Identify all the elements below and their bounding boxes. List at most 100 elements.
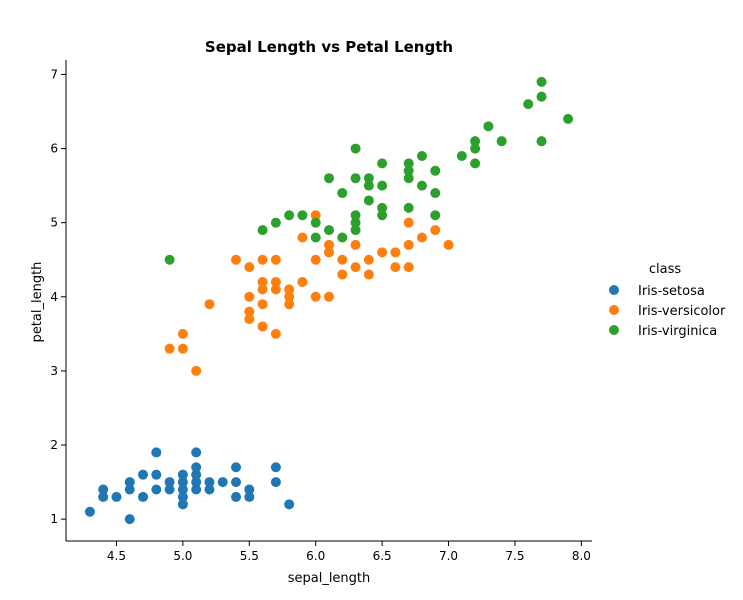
data-point bbox=[98, 484, 109, 495]
x-tick-label: 7.5 bbox=[505, 549, 524, 563]
data-point bbox=[177, 328, 188, 339]
data-point bbox=[270, 462, 281, 473]
data-point bbox=[270, 328, 281, 339]
data-point bbox=[430, 188, 441, 199]
data-point bbox=[403, 173, 414, 184]
y-tick-label: 7 bbox=[50, 67, 58, 81]
data-point bbox=[523, 99, 534, 110]
data-point bbox=[483, 121, 494, 132]
data-point bbox=[310, 232, 321, 243]
data-point bbox=[563, 113, 574, 124]
data-point bbox=[297, 232, 308, 243]
data-point bbox=[416, 150, 427, 161]
data-point bbox=[430, 210, 441, 221]
data-point bbox=[231, 254, 242, 265]
x-tick-label: 5.5 bbox=[240, 549, 259, 563]
data-point bbox=[377, 180, 388, 191]
data-point bbox=[138, 469, 149, 480]
data-point bbox=[191, 469, 202, 480]
data-point bbox=[138, 491, 149, 502]
data-point bbox=[177, 343, 188, 354]
data-point bbox=[377, 247, 388, 258]
data-point bbox=[270, 217, 281, 228]
data-point bbox=[204, 477, 215, 488]
x-tick-label: 5.0 bbox=[173, 549, 192, 563]
data-point bbox=[403, 217, 414, 228]
data-point bbox=[284, 499, 295, 510]
data-point bbox=[310, 210, 321, 221]
y-axis-title: petal_length bbox=[30, 262, 45, 343]
data-point bbox=[151, 447, 162, 458]
data-point bbox=[350, 262, 361, 273]
data-point bbox=[244, 291, 255, 302]
data-point bbox=[270, 284, 281, 295]
data-point bbox=[284, 210, 295, 221]
data-point bbox=[456, 150, 467, 161]
data-point bbox=[403, 262, 414, 273]
data-point bbox=[377, 158, 388, 169]
x-tick-label: 6.0 bbox=[306, 549, 325, 563]
legend-label: Iris-setosa bbox=[638, 284, 705, 299]
data-point bbox=[350, 143, 361, 154]
data-point bbox=[124, 484, 135, 495]
data-point bbox=[177, 477, 188, 488]
legend-item: Iris-setosa bbox=[609, 284, 705, 299]
legend-marker bbox=[609, 325, 619, 335]
data-point bbox=[416, 232, 427, 243]
data-point bbox=[416, 180, 427, 191]
data-point bbox=[257, 299, 268, 310]
data-point bbox=[164, 477, 175, 488]
data-point bbox=[350, 239, 361, 250]
y-axis-ticks: 1 2 3 4 5 6 7 bbox=[50, 67, 66, 526]
data-point bbox=[363, 173, 374, 184]
series-2 bbox=[164, 76, 574, 265]
data-point bbox=[430, 225, 441, 236]
data-point bbox=[177, 469, 188, 480]
data-point bbox=[403, 165, 414, 176]
data-point bbox=[324, 291, 334, 302]
data-point bbox=[191, 484, 202, 495]
data-point bbox=[470, 136, 481, 147]
data-point bbox=[270, 254, 281, 265]
x-tick-label: 8.0 bbox=[572, 549, 591, 563]
data-point bbox=[390, 262, 401, 273]
data-point bbox=[191, 477, 202, 488]
data-point bbox=[204, 299, 215, 310]
data-point bbox=[111, 491, 122, 502]
legend-label: Iris-virginica bbox=[638, 324, 717, 339]
data-point bbox=[377, 210, 388, 221]
data-point bbox=[284, 299, 295, 310]
data-point bbox=[350, 225, 361, 236]
data-point bbox=[270, 276, 281, 287]
data-point bbox=[244, 262, 255, 273]
data-point bbox=[350, 210, 361, 221]
chart-title: Sepal Length vs Petal Length bbox=[205, 38, 453, 56]
data-point bbox=[470, 158, 481, 169]
data-point bbox=[310, 291, 321, 302]
data-point bbox=[350, 173, 361, 184]
data-point bbox=[324, 247, 334, 258]
data-point bbox=[191, 447, 202, 458]
data-point bbox=[443, 239, 454, 250]
data-point bbox=[164, 254, 175, 265]
data-point bbox=[403, 158, 414, 169]
data-point bbox=[310, 254, 321, 265]
data-point bbox=[390, 247, 401, 258]
y-tick-label: 3 bbox=[50, 364, 58, 378]
data-point bbox=[257, 284, 268, 295]
data-point bbox=[231, 462, 242, 473]
data-point bbox=[244, 314, 255, 325]
data-point bbox=[324, 225, 334, 236]
data-point bbox=[164, 343, 175, 354]
data-point bbox=[257, 276, 268, 287]
data-point bbox=[244, 491, 255, 502]
data-point bbox=[257, 225, 268, 236]
legend-title: class bbox=[649, 262, 681, 277]
data-point bbox=[324, 239, 334, 250]
data-point bbox=[284, 291, 295, 302]
data-point bbox=[177, 484, 188, 495]
plot-area bbox=[84, 76, 574, 525]
legend-marker bbox=[609, 305, 619, 315]
data-point bbox=[244, 306, 255, 317]
